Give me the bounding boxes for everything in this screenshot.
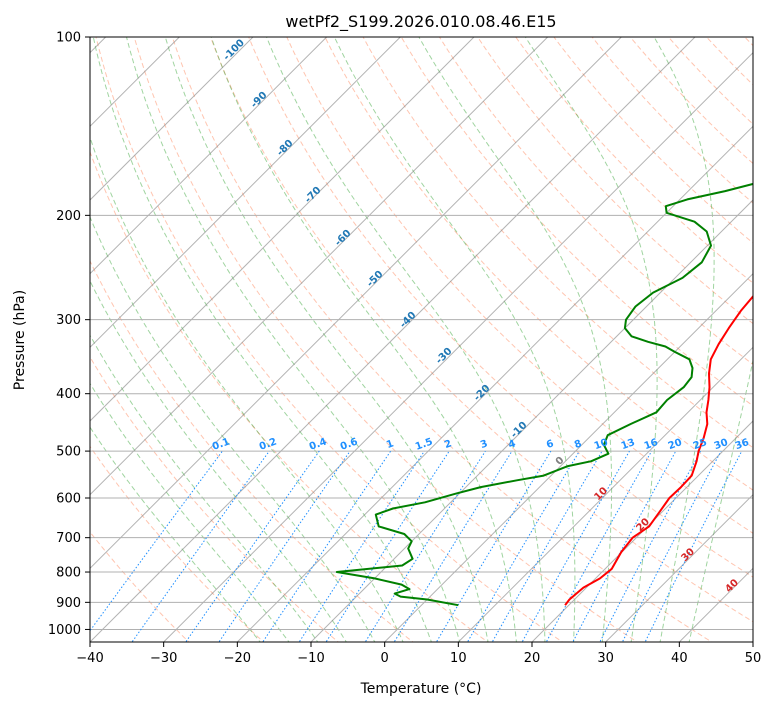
dry-adiabat bbox=[438, 37, 753, 366]
mixing-ratio-line bbox=[364, 450, 486, 642]
y-tick-label: 300 bbox=[56, 313, 81, 328]
y-tick-label: 700 bbox=[56, 531, 81, 546]
mixing-ratio-label: 8 bbox=[573, 438, 583, 451]
moist-adiabat bbox=[92, 37, 432, 642]
mixing-ratio-line bbox=[325, 450, 450, 642]
mixing-ratio-label: 36 bbox=[734, 437, 751, 452]
mixing-ratio-label: 13 bbox=[620, 437, 637, 452]
x-axis-title: Temperature (°C) bbox=[360, 681, 482, 697]
x-tick-label: 30 bbox=[597, 651, 614, 666]
mixing-ratio-line bbox=[621, 450, 722, 642]
moist-adiabat bbox=[90, 426, 261, 642]
line-labels: -100-90-80-70-60-50-40-30-20-10010203040… bbox=[211, 37, 751, 595]
y-tick-label: 600 bbox=[56, 492, 81, 507]
isotherm-line bbox=[90, 37, 696, 642]
x-tick-label: 0 bbox=[381, 651, 389, 666]
isotherm-line bbox=[457, 346, 753, 642]
mixing-ratio-label: 3 bbox=[479, 438, 489, 451]
x-tick-label: −10 bbox=[297, 651, 324, 666]
moist-adiabat bbox=[90, 135, 404, 642]
dry-adiabat bbox=[248, 37, 753, 578]
isotherm-line bbox=[531, 420, 753, 642]
isotherm-line bbox=[90, 37, 475, 422]
mixing-ratio-label: 30 bbox=[713, 437, 730, 452]
isotherm-line bbox=[605, 493, 753, 642]
dry-adiabat bbox=[286, 37, 753, 534]
y-tick-label: 500 bbox=[56, 445, 81, 460]
mixing-ratio-label: 6 bbox=[545, 438, 555, 451]
mixing-ratio-line bbox=[644, 450, 743, 642]
isotherm-line bbox=[384, 272, 753, 642]
x-tick-label: 40 bbox=[671, 651, 688, 666]
mixing-ratio-label: 20 bbox=[667, 437, 684, 452]
y-tick-label: 800 bbox=[56, 566, 81, 581]
isotherm-line bbox=[90, 37, 254, 201]
dewpoint-profile bbox=[335, 182, 753, 607]
isotherm-line bbox=[90, 37, 549, 496]
dry-adiabat bbox=[324, 37, 753, 491]
background-lines bbox=[90, 37, 753, 642]
mixing-ratio-label: 1 bbox=[385, 438, 395, 451]
plot-frame bbox=[89, 36, 754, 643]
mixing-ratio-label: 10 bbox=[593, 437, 610, 452]
mixing-ratio-line bbox=[298, 450, 425, 642]
y-tick-label: 900 bbox=[56, 596, 81, 611]
x-tick-label: 20 bbox=[524, 651, 541, 666]
mixing-ratio-line bbox=[572, 450, 677, 642]
dry-adiabat bbox=[90, 150, 489, 642]
mixing-ratio-label: 25 bbox=[692, 437, 709, 452]
axes: −40 −30 −20 −10 0 10 20 30 40 50 100 200 300 400 500 60… bbox=[48, 31, 761, 667]
mixing-ratio-label: 4 bbox=[507, 438, 517, 451]
isotherm-line bbox=[90, 37, 328, 275]
x-tick-label: 10 bbox=[450, 651, 467, 666]
y-axis-title: Pressure (hPa) bbox=[12, 290, 28, 390]
mixing-ratio-line bbox=[599, 450, 701, 642]
mixing-ratio-line bbox=[491, 450, 603, 642]
isotherm-line bbox=[163, 51, 753, 642]
mixing-ratio-line bbox=[435, 450, 552, 642]
x-tick-label: −40 bbox=[76, 651, 103, 666]
isotherm-line bbox=[236, 125, 753, 642]
mixing-ratio-line bbox=[90, 450, 223, 632]
mixing-ratio-line bbox=[218, 450, 351, 642]
mixing-ratio-label: 2 bbox=[443, 438, 453, 451]
x-tick-label: 50 bbox=[745, 651, 762, 666]
y-tick-label: 100 bbox=[56, 31, 81, 46]
isotherm-line bbox=[90, 37, 401, 349]
temperature-profile bbox=[564, 294, 753, 606]
chart-title: wetPf2_S199.2026.010.08.46.E15 bbox=[285, 12, 556, 32]
y-tick-label: 200 bbox=[56, 209, 81, 224]
x-tick-label: −20 bbox=[224, 651, 251, 666]
x-tick-label: −30 bbox=[150, 651, 177, 666]
mixing-ratio-line bbox=[262, 450, 392, 642]
mixing-ratio-line bbox=[466, 450, 580, 642]
dry-adiabat bbox=[171, 37, 713, 642]
isotherm-line bbox=[90, 37, 622, 570]
mixing-ratio-line bbox=[393, 450, 513, 642]
mixing-ratio-label: 16 bbox=[643, 437, 660, 452]
y-tick-label: 1000 bbox=[48, 623, 81, 638]
moist-adiabat bbox=[90, 382, 290, 642]
mixing-ratio-line bbox=[131, 450, 270, 642]
dry-adiabat bbox=[362, 37, 753, 449]
mixing-ratio-line bbox=[185, 450, 320, 642]
sounding-profiles bbox=[335, 182, 753, 607]
y-tick-label: 400 bbox=[56, 387, 81, 402]
